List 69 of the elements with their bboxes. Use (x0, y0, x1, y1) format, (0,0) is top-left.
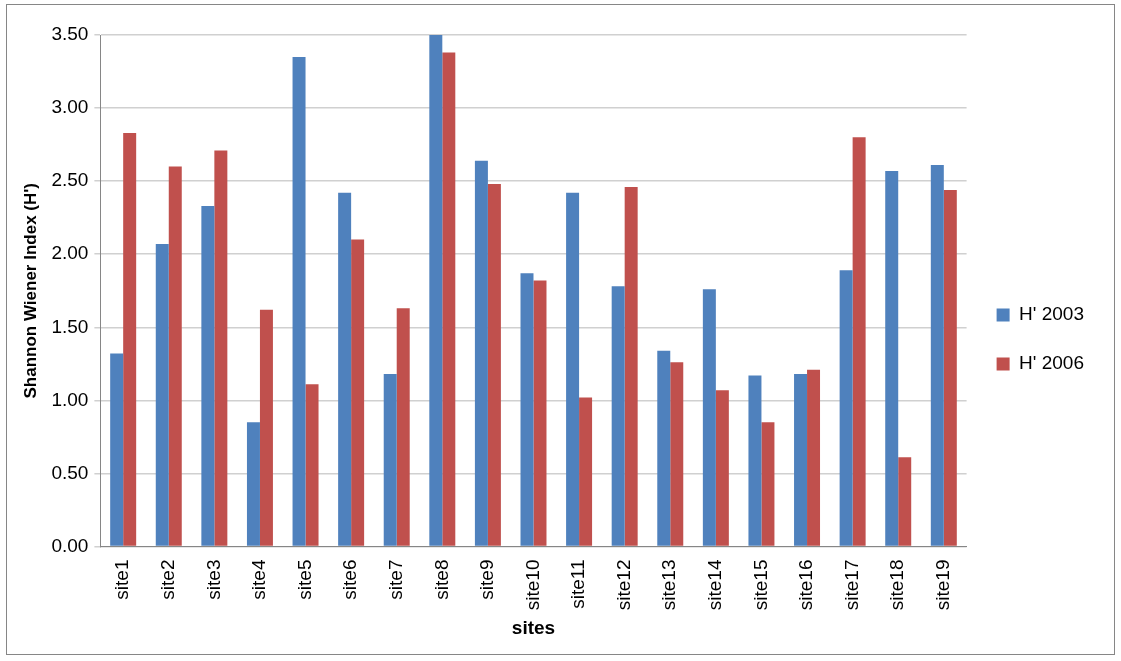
bar (155, 243, 169, 546)
x-tick-label: site10 (521, 559, 543, 611)
x-tick-label: site9 (476, 559, 498, 600)
y-tick-label: 0.00 (51, 534, 89, 556)
bar (579, 397, 593, 546)
bar (624, 186, 638, 546)
x-tick-label: site15 (749, 559, 771, 611)
x-tick-label: site19 (932, 559, 954, 611)
bar (429, 35, 443, 546)
bar (246, 422, 260, 546)
x-tick-label: site7 (384, 559, 406, 600)
y-tick-label: 1.00 (51, 388, 89, 410)
bar (487, 184, 501, 546)
x-tick-label: site8 (430, 559, 452, 600)
y-tick-label: 3.00 (51, 96, 89, 118)
legend-label: H' 2006 (1019, 352, 1085, 374)
bar (520, 273, 534, 546)
bar (566, 192, 580, 546)
x-tick-label: site1 (111, 559, 133, 600)
bar (214, 150, 228, 546)
y-tick-label: 2.00 (51, 242, 89, 264)
x-tick-label: site17 (840, 559, 862, 611)
bar (442, 52, 456, 546)
bar (259, 309, 273, 546)
y-tick-label: 1.50 (51, 315, 89, 337)
bar (943, 189, 957, 546)
x-tick-label: site16 (795, 559, 817, 611)
bar (292, 56, 306, 546)
bar (839, 270, 853, 546)
bar (533, 280, 547, 546)
bar (201, 205, 215, 546)
bar (396, 308, 410, 546)
x-tick-label: site18 (886, 559, 908, 611)
y-axis-title: Shannon Wiener Index (H') (20, 183, 40, 399)
bar (794, 374, 808, 546)
bar (761, 422, 775, 546)
legend-label: H' 2003 (1019, 303, 1085, 325)
bar (657, 350, 671, 546)
x-tick-label: site4 (248, 559, 270, 600)
x-tick-label: site11 (567, 559, 589, 609)
bar (338, 192, 352, 546)
bar (930, 165, 944, 546)
x-tick-label: site5 (293, 559, 315, 600)
bar (748, 375, 762, 546)
y-tick-label: 0.50 (51, 461, 89, 483)
bar (885, 170, 899, 546)
bar (807, 369, 821, 546)
bar (852, 137, 866, 546)
x-tick-label: site14 (704, 559, 726, 611)
bar (898, 457, 912, 546)
x-tick-label: site12 (612, 559, 634, 611)
bar (383, 374, 397, 546)
x-axis-title: sites (511, 616, 556, 638)
bar (715, 390, 729, 546)
x-tick-label: site2 (157, 559, 178, 600)
x-tick-label: site6 (339, 559, 361, 600)
bar (351, 239, 365, 546)
bar (670, 362, 684, 546)
bar (305, 384, 319, 546)
bar (702, 289, 716, 546)
bar (123, 132, 137, 546)
bar (110, 353, 124, 546)
x-tick-label: site3 (202, 559, 224, 600)
y-tick-label: 2.50 (51, 169, 89, 191)
x-tick-label: site13 (658, 559, 680, 611)
y-tick-label: 3.50 (51, 23, 89, 45)
bar (168, 166, 182, 546)
bar (474, 160, 488, 546)
bar (611, 286, 625, 546)
